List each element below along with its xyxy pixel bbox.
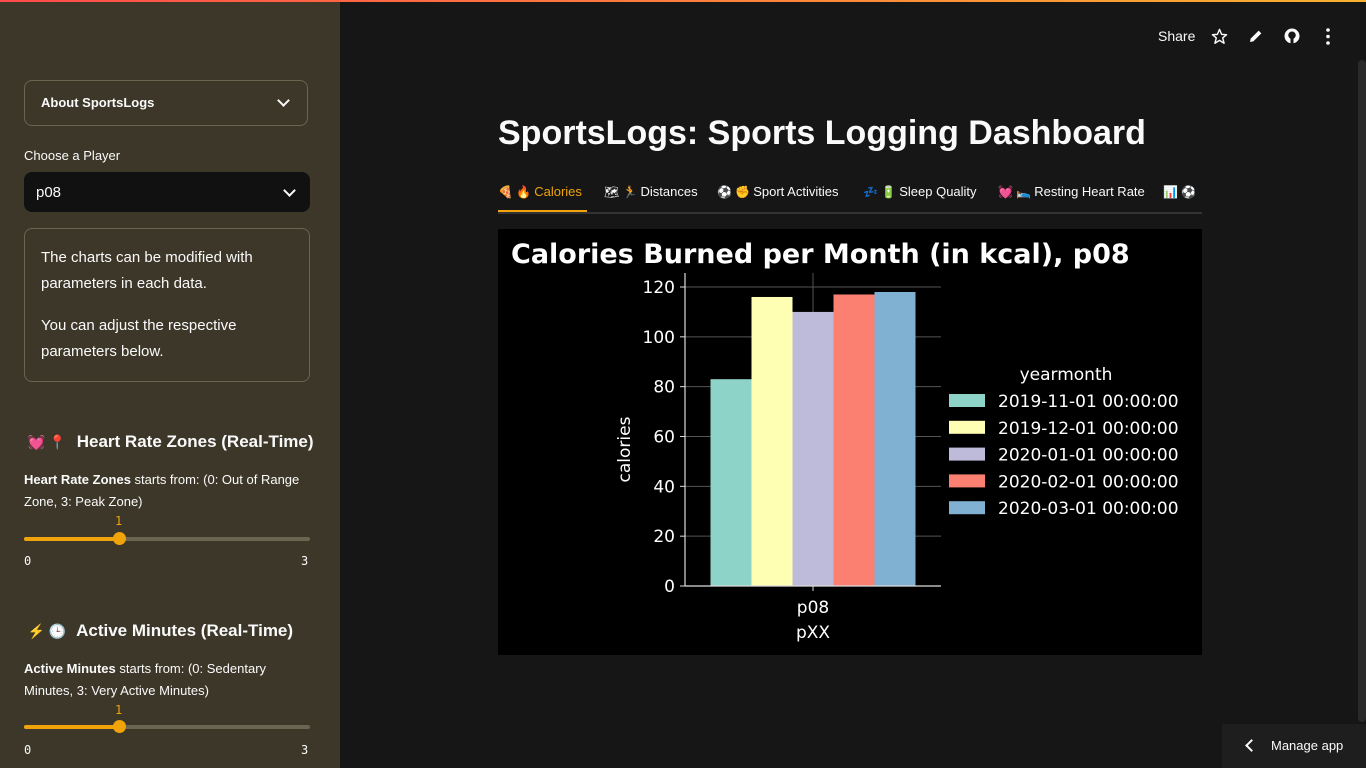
chevron-down-icon: [277, 94, 290, 107]
active-minutes-slider-value: 1: [115, 703, 123, 717]
more-vertical-icon[interactable]: [1324, 28, 1332, 45]
heart-rate-slider-max: 3: [301, 554, 309, 568]
y-tick-label: 120: [643, 278, 675, 298]
y-tick-label: 40: [653, 477, 675, 497]
tab-sport-activities-emoji: ⚽ ✊: [717, 185, 751, 199]
about-expander-label: About SportsLogs: [41, 95, 155, 110]
manage-app-label: Manage app: [1271, 738, 1344, 753]
calories-chart-svg: Calories Burned per Month (in kcal), p08…: [511, 239, 1179, 643]
y-tick-label: 0: [664, 577, 675, 597]
tab-calories-label: Calories: [534, 184, 582, 199]
tab-sport-activities[interactable]: ⚽ ✊ Sport Activities: [717, 184, 838, 199]
active-minutes-slider[interactable]: [24, 720, 310, 733]
legend-label: 2020-02-01 00:00:00: [998, 472, 1179, 492]
legend-swatch: [949, 394, 985, 407]
heart-rate-slider-value: 1: [115, 514, 123, 528]
info-text-1: The charts can be modified with paramete…: [41, 249, 253, 292]
bar-2020-02-01: [833, 294, 875, 586]
tab-distances-label: Distances: [640, 184, 698, 199]
legend-label: 2019-12-01 00:00:00: [998, 419, 1179, 439]
legend-title: yearmonth: [1020, 365, 1113, 385]
calories-chart: Calories Burned per Month (in kcal), p08…: [498, 229, 1202, 655]
top-decoration-bar: [0, 0, 1366, 2]
tab-resting-heart-rate-emoji: 💓 🛌: [998, 185, 1032, 199]
active-minutes-slider-fill: [24, 725, 119, 729]
active-tab-indicator: [498, 210, 587, 212]
y-tick-label: 20: [653, 527, 675, 547]
legend-swatch: [949, 447, 985, 461]
heart-rate-slider-thumb[interactable]: [113, 532, 126, 545]
heart-rate-heading: 💓 📍 Heart Rate Zones (Real-Time): [24, 432, 314, 452]
legend-label: 2020-03-01 00:00:00: [998, 499, 1179, 519]
chevron-down-icon: [283, 184, 296, 197]
tab-sleep-quality[interactable]: 💤 🔋 Sleep Quality: [863, 184, 977, 199]
heart-rate-emoji: 💓 📍: [27, 434, 67, 450]
active-minutes-title: Active Minutes (Real-Time): [76, 621, 294, 640]
share-button[interactable]: Share: [1158, 28, 1196, 44]
heart-rate-slider[interactable]: [24, 532, 310, 545]
heart-rate-title: Heart Rate Zones (Real-Time): [76, 432, 314, 451]
legend-swatch: [949, 474, 985, 488]
chevron-left-icon: [1245, 739, 1258, 752]
tab-sport-activities-label: Sport Activities: [753, 184, 839, 199]
tab-more[interactable]: 📊 ⚽: [1163, 184, 1199, 199]
active-minutes-emoji: ⚡ 🕒: [27, 623, 67, 639]
tab-distances[interactable]: 🗺 🏃 Distances: [604, 184, 698, 199]
info-text-2: You can adjust the respective parameters…: [41, 317, 237, 360]
heart-rate-slider-fill: [24, 537, 119, 541]
scrollbar[interactable]: [1358, 60, 1366, 722]
y-axis-label: calories: [615, 416, 635, 482]
player-select-value: p08: [36, 184, 62, 201]
bar-2020-03-01: [874, 291, 916, 586]
tab-resting-heart-rate-label: Resting Heart Rate: [1034, 184, 1145, 199]
y-tick-label: 80: [653, 378, 675, 398]
tab-sleep-quality-label: Sleep Quality: [899, 184, 977, 199]
active-minutes-slider-min: 0: [24, 743, 32, 757]
active-minutes-slider-max: 3: [301, 743, 309, 757]
tab-more-emoji: 📊 ⚽: [1163, 185, 1197, 199]
active-minutes-desc-text: starts from: (0: Sedentary Minutes, 3: V…: [24, 661, 267, 698]
tab-calories[interactable]: 🍕 🔥 Calories: [498, 184, 582, 199]
star-icon[interactable]: [1211, 28, 1228, 45]
info-box: The charts can be modified with paramete…: [24, 228, 310, 382]
y-tick-label: 100: [643, 328, 675, 348]
legend-label: 2019-11-01 00:00:00: [998, 392, 1179, 412]
y-tick-label: 60: [653, 428, 675, 448]
about-expander[interactable]: About SportsLogs: [24, 80, 308, 126]
tab-bar: 🍕 🔥 Calories 🗺 🏃 Distances ⚽ ✊ Sport Activi…: [498, 182, 1202, 214]
sidebar: About SportsLogs Choose a Player p08 The…: [0, 2, 340, 768]
x-axis-label: pXX: [796, 623, 830, 643]
tab-calories-emoji: 🍕 🔥: [498, 185, 532, 199]
x-tick-label: p08: [797, 598, 829, 618]
player-select-label: Choose a Player: [24, 148, 121, 163]
pencil-icon[interactable]: [1248, 28, 1264, 44]
chart-title: Calories Burned per Month (in kcal), p08: [511, 239, 1130, 270]
heart-rate-desc-text: starts from: (0: Out of Range Zone, 3: P…: [24, 472, 300, 509]
active-minutes-slider-thumb[interactable]: [113, 720, 126, 733]
heart-rate-desc-bold: Heart Rate Zones: [24, 472, 131, 487]
legend-swatch: [949, 501, 985, 515]
manage-app-button[interactable]: Manage app: [1222, 724, 1366, 768]
page-title: SportsLogs: Sports Logging Dashboard: [498, 114, 1146, 152]
tab-distances-emoji: 🗺 🏃: [604, 185, 638, 199]
active-minutes-description: Active Minutes starts from: (0: Sedentar…: [24, 658, 310, 702]
heart-rate-description: Heart Rate Zones starts from: (0: Out of…: [24, 469, 310, 513]
tab-resting-heart-rate[interactable]: 💓 🛌 Resting Heart Rate: [998, 184, 1145, 199]
bar-2020-01-01: [792, 311, 834, 586]
tab-sleep-quality-emoji: 💤 🔋: [863, 185, 897, 199]
bar-2019-12-01: [751, 296, 793, 586]
heart-rate-slider-min: 0: [24, 554, 32, 568]
player-select[interactable]: p08: [24, 172, 310, 212]
bar-2019-11-01: [710, 379, 752, 586]
legend-swatch: [949, 420, 985, 434]
legend-label: 2020-01-01 00:00:00: [998, 446, 1179, 466]
active-minutes-desc-bold: Active Minutes: [24, 661, 116, 676]
active-minutes-heading: ⚡ 🕒 Active Minutes (Real-Time): [24, 621, 293, 641]
github-icon[interactable]: [1283, 27, 1301, 45]
